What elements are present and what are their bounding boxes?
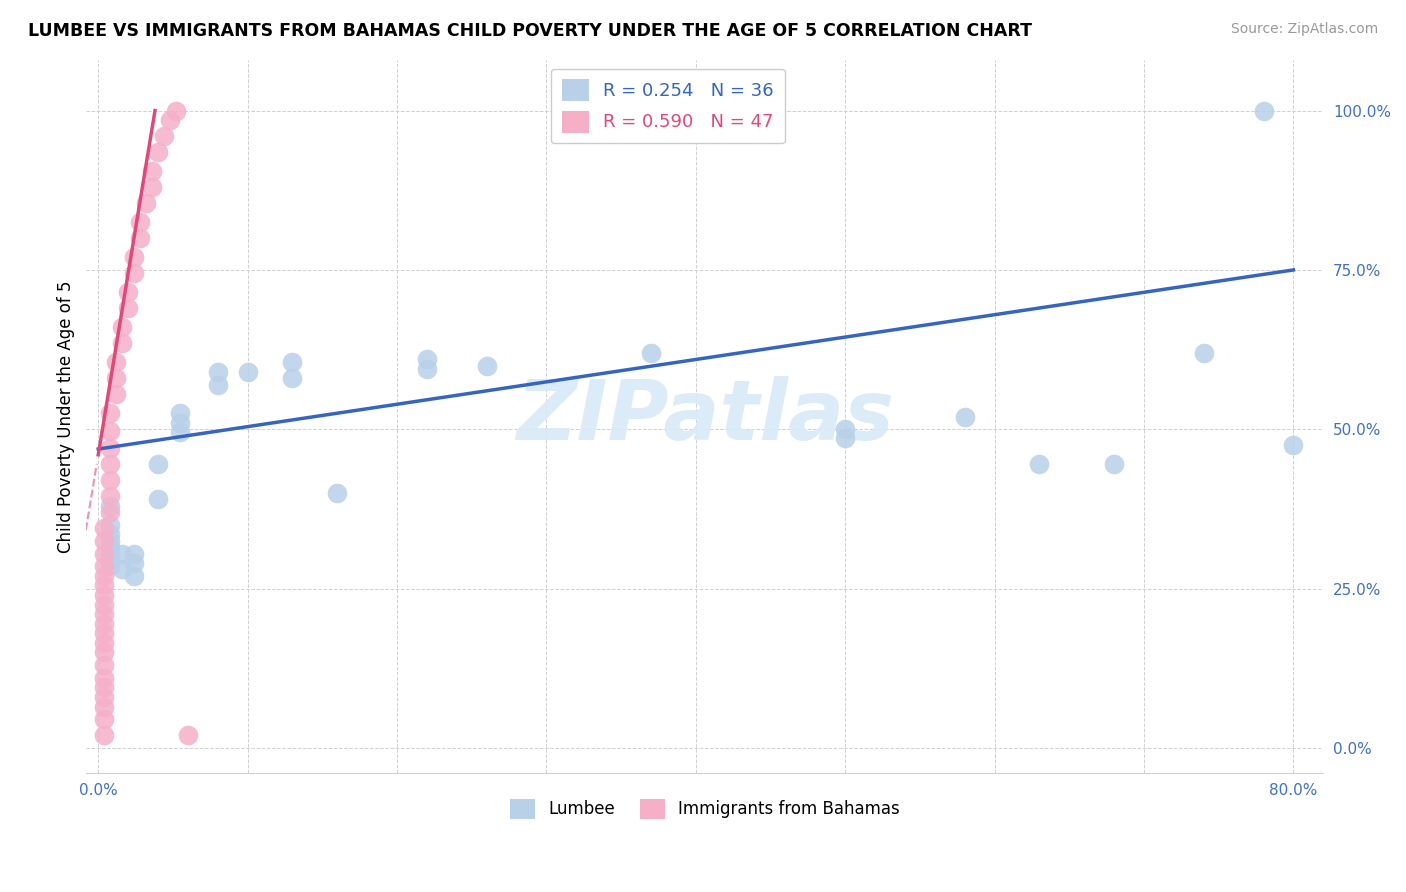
Point	[93, 671, 115, 685]
Point	[98, 406, 121, 420]
Point	[93, 598, 115, 612]
Point	[93, 645, 115, 659]
Point	[1192, 345, 1215, 359]
Point	[98, 473, 121, 487]
Point	[93, 569, 115, 583]
Y-axis label: Child Poverty Under the Age of 5: Child Poverty Under the Age of 5	[58, 280, 75, 553]
Point	[281, 355, 304, 369]
Point	[834, 422, 856, 436]
Point	[1102, 458, 1125, 472]
Point	[93, 607, 115, 621]
Point	[326, 486, 349, 500]
Point	[146, 458, 169, 472]
Point	[159, 113, 181, 128]
Point	[153, 129, 176, 144]
Point	[165, 103, 187, 118]
Point	[141, 164, 163, 178]
Point	[98, 499, 121, 513]
Point	[169, 425, 191, 440]
Point	[93, 547, 115, 561]
Point	[98, 559, 121, 574]
Point	[122, 266, 145, 280]
Point	[93, 588, 115, 602]
Point	[111, 547, 134, 561]
Point	[1028, 458, 1050, 472]
Point	[98, 553, 121, 567]
Point	[122, 556, 145, 570]
Point	[207, 377, 229, 392]
Point	[93, 578, 115, 592]
Legend: Lumbee, Immigrants from Bahamas: Lumbee, Immigrants from Bahamas	[503, 792, 907, 826]
Point	[93, 658, 115, 673]
Point	[129, 215, 152, 229]
Point	[93, 521, 115, 535]
Point	[122, 250, 145, 264]
Point	[1253, 103, 1275, 118]
Point	[105, 371, 128, 385]
Point	[169, 406, 191, 420]
Point	[111, 336, 134, 351]
Point	[93, 533, 115, 548]
Point	[953, 409, 976, 424]
Point	[98, 517, 121, 532]
Point	[207, 365, 229, 379]
Point	[93, 699, 115, 714]
Point	[98, 547, 121, 561]
Point	[146, 145, 169, 159]
Point	[129, 231, 152, 245]
Point	[141, 180, 163, 194]
Point	[93, 616, 115, 631]
Point	[98, 442, 121, 456]
Point	[169, 416, 191, 430]
Point	[122, 569, 145, 583]
Point	[236, 365, 259, 379]
Point	[98, 424, 121, 438]
Point	[93, 728, 115, 742]
Point	[146, 492, 169, 507]
Point	[105, 387, 128, 401]
Point	[281, 371, 304, 385]
Point	[98, 527, 121, 541]
Point	[98, 489, 121, 503]
Point	[93, 712, 115, 726]
Point	[177, 728, 200, 742]
Text: Source: ZipAtlas.com: Source: ZipAtlas.com	[1230, 22, 1378, 37]
Point	[93, 690, 115, 704]
Point	[93, 626, 115, 640]
Point	[834, 431, 856, 445]
Point	[105, 355, 128, 369]
Point	[122, 547, 145, 561]
Point	[98, 540, 121, 554]
Point	[117, 301, 139, 315]
Point	[640, 345, 662, 359]
Point	[1282, 438, 1305, 452]
Text: ZIPatlas: ZIPatlas	[516, 376, 894, 457]
Point	[135, 196, 157, 211]
Point	[98, 505, 121, 519]
Point	[416, 361, 439, 376]
Point	[98, 458, 121, 472]
Point	[416, 352, 439, 367]
Point	[117, 285, 139, 300]
Point	[93, 681, 115, 695]
Point	[93, 636, 115, 650]
Text: LUMBEE VS IMMIGRANTS FROM BAHAMAS CHILD POVERTY UNDER THE AGE OF 5 CORRELATION C: LUMBEE VS IMMIGRANTS FROM BAHAMAS CHILD …	[28, 22, 1032, 40]
Point	[93, 559, 115, 574]
Point	[111, 320, 134, 334]
Point	[98, 533, 121, 548]
Point	[475, 359, 498, 373]
Point	[111, 562, 134, 576]
